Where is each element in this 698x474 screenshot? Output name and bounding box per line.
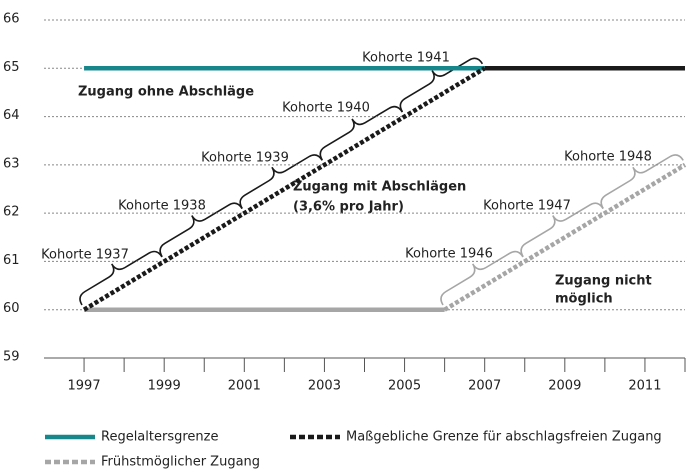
annotation: (3,6% pro Jahr)	[293, 200, 404, 215]
y-tick-label: 59	[3, 350, 20, 365]
x-tick-label: 1997	[68, 379, 101, 394]
annotation: Kohorte 1947	[483, 199, 571, 214]
x-tick-label: 2005	[388, 379, 421, 394]
x-tick-label: 2011	[628, 379, 661, 394]
y-tick-label: 63	[3, 156, 20, 171]
annotation: Kohorte 1938	[118, 199, 206, 214]
annotation: Kohorte 1946	[405, 247, 493, 262]
annotation: Kohorte 1937	[41, 248, 129, 263]
x-tick-label: 2009	[548, 379, 581, 394]
x-tick-label: 1999	[148, 379, 181, 394]
y-tick-label: 66	[3, 12, 20, 27]
legend-label: Regelaltersgrenze	[101, 430, 218, 445]
annotation: Zugang ohne Abschläge	[78, 85, 254, 100]
y-tick-label: 61	[3, 253, 20, 268]
y-tick-label: 64	[3, 108, 20, 123]
line-segment	[443, 162, 687, 312]
x-tick-label: 2001	[228, 379, 261, 394]
legend-label: Maßgebliche Grenze für abschlagsfreien Z…	[346, 430, 662, 445]
annotation: Kohorte 1941	[362, 51, 450, 66]
annotation: Kohorte 1948	[564, 150, 652, 165]
annotation: Zugang nicht	[555, 274, 652, 289]
annotation: möglich	[555, 292, 613, 307]
y-tick-label: 65	[3, 60, 20, 75]
annotation: Kohorte 1940	[282, 101, 370, 116]
line-segment	[82, 66, 486, 312]
x-tick-label: 2007	[468, 379, 501, 394]
x-tick-label: 2003	[308, 379, 341, 394]
y-tick-label: 60	[3, 301, 20, 316]
legend-label: Frühstmöglicher Zugang	[101, 455, 260, 470]
annotation: Zugang mit Abschlägen	[293, 180, 466, 195]
annotation: Kohorte 1939	[201, 151, 289, 166]
y-tick-label: 62	[3, 205, 20, 220]
